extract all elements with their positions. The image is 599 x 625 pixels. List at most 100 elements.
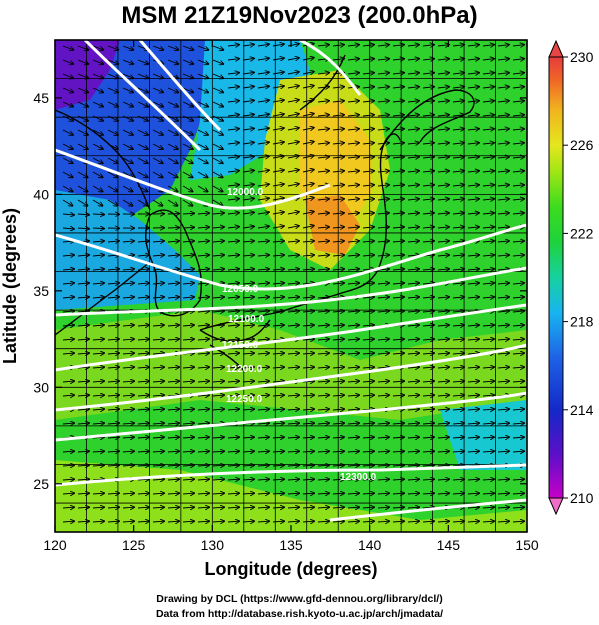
wind-arrow — [182, 171, 193, 177]
wind-arrow — [242, 367, 254, 368]
wind-arrow — [302, 184, 314, 186]
wind-arrow — [77, 228, 89, 229]
wind-arrow — [92, 129, 103, 135]
wind-arrow — [452, 73, 464, 74]
wind-arrow — [377, 311, 389, 312]
wind-arrow — [362, 241, 374, 242]
wind-arrow — [287, 283, 299, 284]
wind-arrow — [377, 255, 389, 256]
wind-arrow — [167, 465, 179, 466]
wind-arrow — [407, 59, 419, 60]
wind-arrow — [227, 157, 239, 158]
wind-arrow — [227, 507, 239, 508]
wind-arrow — [347, 241, 359, 242]
wind-arrow — [377, 129, 389, 130]
wind-arrow — [287, 395, 299, 396]
wind-arrow — [227, 381, 239, 382]
wind-arrow — [212, 297, 224, 298]
wind-arrow — [257, 255, 269, 256]
contour-label-12100: 12100.0 — [228, 314, 265, 325]
wind-arrow — [182, 115, 193, 121]
wind-arrow — [287, 114, 299, 116]
wind-arrow — [122, 451, 134, 452]
contour-label-12300: 12300.0 — [340, 472, 377, 483]
wind-arrow — [227, 325, 239, 326]
wind-arrow — [512, 87, 524, 88]
wind-arrow — [77, 423, 89, 424]
wind-arrow — [152, 423, 164, 424]
wind-arrow — [362, 185, 374, 186]
wind-arrow — [107, 241, 119, 242]
wind-arrow — [197, 59, 208, 64]
y-tick-label: 45 — [33, 90, 49, 106]
wind-arrow — [437, 423, 449, 424]
wind-arrow — [482, 479, 494, 480]
wind-arrow — [392, 199, 404, 200]
wind-arrow — [212, 171, 223, 177]
wind-arrow — [197, 451, 209, 452]
wind-arrow — [62, 101, 73, 107]
wind-arrow — [242, 128, 254, 130]
wind-arrow — [167, 171, 178, 177]
wind-arrow — [227, 73, 239, 74]
x-tick-label: 150 — [515, 537, 539, 553]
wind-arrow — [137, 269, 149, 270]
wind-arrow — [227, 311, 239, 312]
wind-arrow — [332, 129, 344, 130]
wind-arrow — [497, 45, 509, 46]
wind-arrow — [152, 129, 163, 135]
chart-title: MSM 21Z19Nov2023 (200.0hPa) — [121, 2, 478, 29]
wind-arrow — [62, 479, 74, 480]
wind-arrow — [377, 241, 389, 242]
wind-arrow — [302, 72, 314, 74]
wind-arrow — [107, 269, 119, 270]
wind-arrow — [137, 381, 149, 382]
wind-arrow — [107, 45, 118, 50]
wind-arrow — [287, 451, 299, 452]
wind-arrow — [482, 521, 494, 522]
wind-arrow — [152, 465, 164, 466]
wind-arrow — [62, 228, 74, 229]
wind-arrow — [347, 493, 359, 494]
wind-arrow — [92, 493, 104, 494]
wind-arrow — [497, 73, 509, 74]
contour-label-12150: 12150.0 — [222, 340, 259, 351]
wind-arrow — [392, 59, 404, 60]
wind-arrow — [347, 409, 359, 410]
wind-arrow — [407, 507, 419, 508]
wind-arrow — [287, 226, 299, 228]
wind-arrow — [377, 395, 389, 396]
wind-arrow — [467, 507, 479, 508]
wind-arrow — [512, 437, 524, 438]
wind-arrow — [377, 283, 389, 284]
wind-arrow — [377, 59, 389, 60]
wind-arrow — [122, 87, 133, 92]
wind-arrow — [62, 339, 74, 340]
wind-arrow — [107, 199, 117, 206]
wind-arrow — [422, 185, 434, 186]
wind-arrow — [317, 213, 329, 214]
wind-arrow — [257, 44, 269, 46]
wind-arrow — [152, 395, 164, 396]
wind-arrow — [422, 227, 434, 228]
wind-arrow — [212, 87, 223, 92]
wind-arrow — [452, 157, 464, 158]
x-axis-label: Longitude (degrees) — [204, 559, 377, 579]
wind-arrow — [77, 367, 89, 368]
wind-arrow — [137, 479, 149, 480]
wind-arrow — [302, 465, 314, 466]
wind-arrow — [392, 87, 404, 88]
wind-arrow — [452, 171, 464, 172]
wind-arrow — [392, 339, 404, 340]
wind-arrow — [362, 521, 374, 522]
wind-arrow — [182, 409, 194, 410]
wind-arrow — [257, 437, 269, 438]
wind-arrow — [182, 213, 194, 214]
wind-arrow — [467, 283, 479, 284]
wind-arrow — [377, 45, 389, 46]
wind-arrow — [62, 423, 74, 424]
wind-arrow — [497, 479, 509, 480]
wind-arrow — [242, 226, 254, 228]
wind-arrow — [497, 227, 509, 228]
wind-arrow — [332, 213, 344, 214]
